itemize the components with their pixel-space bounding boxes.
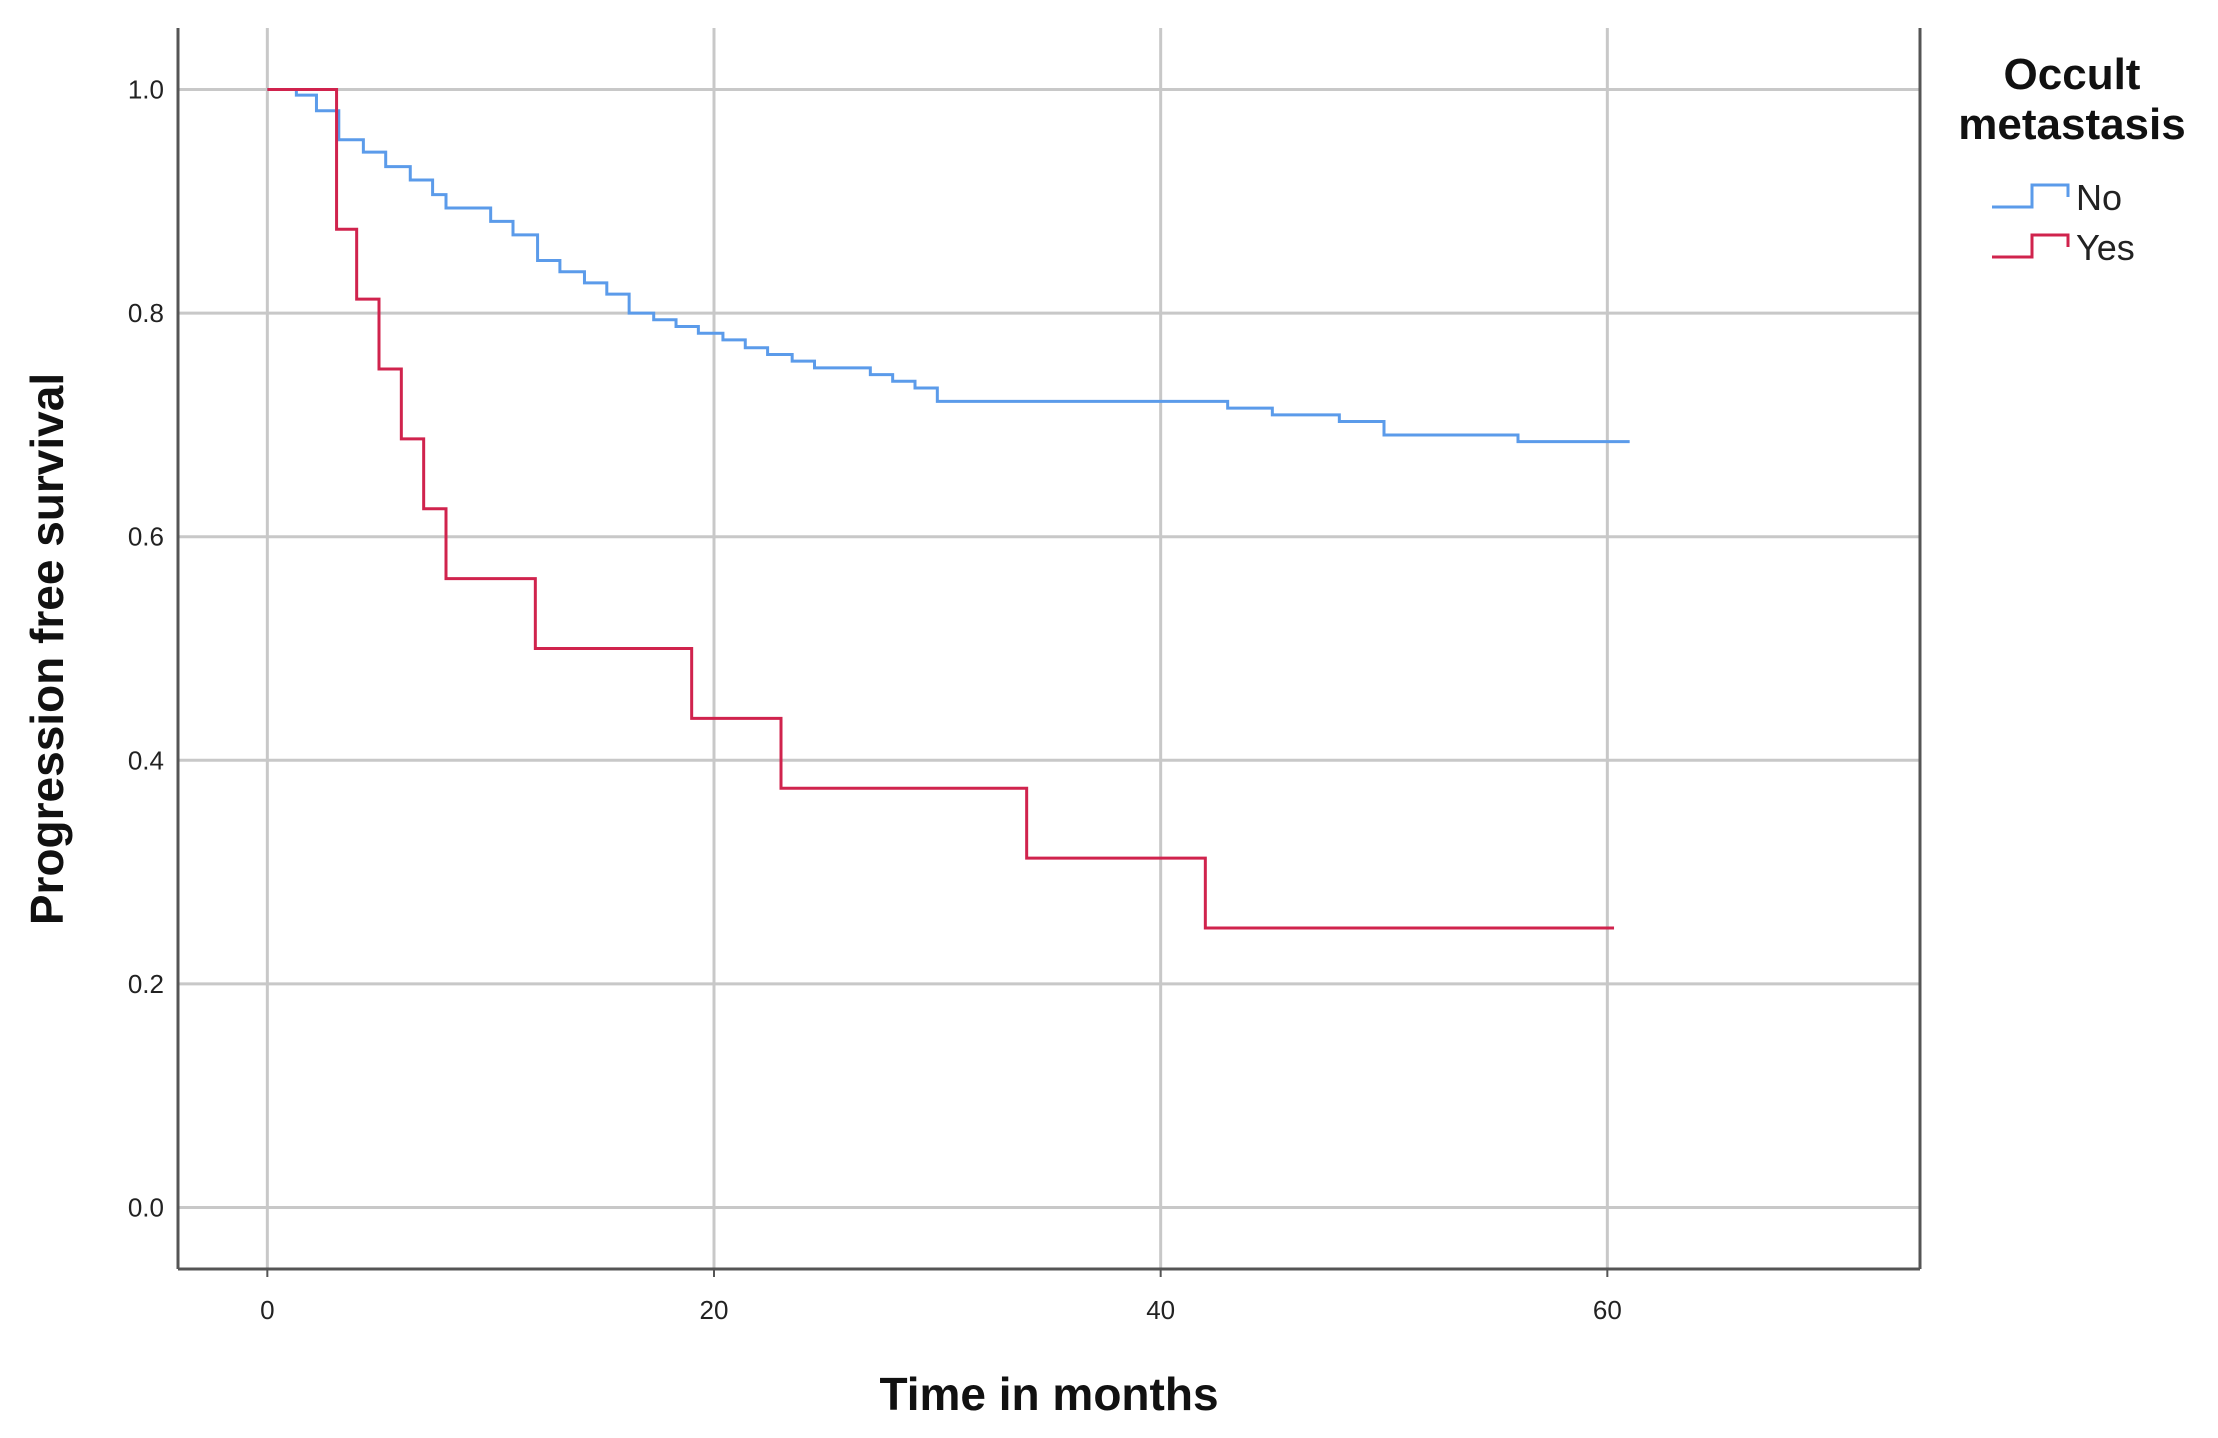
y-tick-label: 0.6 xyxy=(128,522,164,552)
legend-item-yes: Yes xyxy=(1992,227,2135,268)
legend-swatch-yes xyxy=(1992,233,2070,259)
y-tick-label: 0.0 xyxy=(128,1193,164,1223)
x-tick-label: 60 xyxy=(1593,1295,1622,1325)
y-tick-label: 0.8 xyxy=(128,298,164,328)
legend-item-no: No xyxy=(1992,177,2122,218)
tick-labels: 0.0 0.2 0.4 0.6 0.8 1.0 0 20 40 60 xyxy=(128,74,1622,1325)
x-tick-label: 0 xyxy=(260,1295,274,1325)
y-axis-title: Progression free survival xyxy=(21,373,73,925)
series-no-line xyxy=(267,87,1630,444)
legend-title-line-1: Occult xyxy=(2004,50,2141,99)
axes xyxy=(176,28,1922,1271)
x-tick-label: 20 xyxy=(700,1295,729,1325)
legend-title-line-2: metastasis xyxy=(1958,100,2185,149)
x-tick-label: 40 xyxy=(1146,1295,1175,1325)
grid-lines xyxy=(178,28,1920,1269)
legend-items: No Yes xyxy=(1992,177,2135,268)
legend-swatch-no xyxy=(1992,183,2070,209)
legend-label-yes: Yes xyxy=(2076,227,2135,268)
survival-curves xyxy=(267,87,1630,930)
y-tick-label: 0.2 xyxy=(128,969,164,999)
y-tick-label: 0.4 xyxy=(128,745,164,775)
y-tick-label: 1.0 xyxy=(128,74,164,104)
x-axis-title: Time in months xyxy=(879,1368,1218,1420)
legend-label-no: No xyxy=(2076,177,2122,218)
legend: Occult metastasis No Yes xyxy=(1958,50,2185,268)
series-yes-line xyxy=(267,87,1615,930)
